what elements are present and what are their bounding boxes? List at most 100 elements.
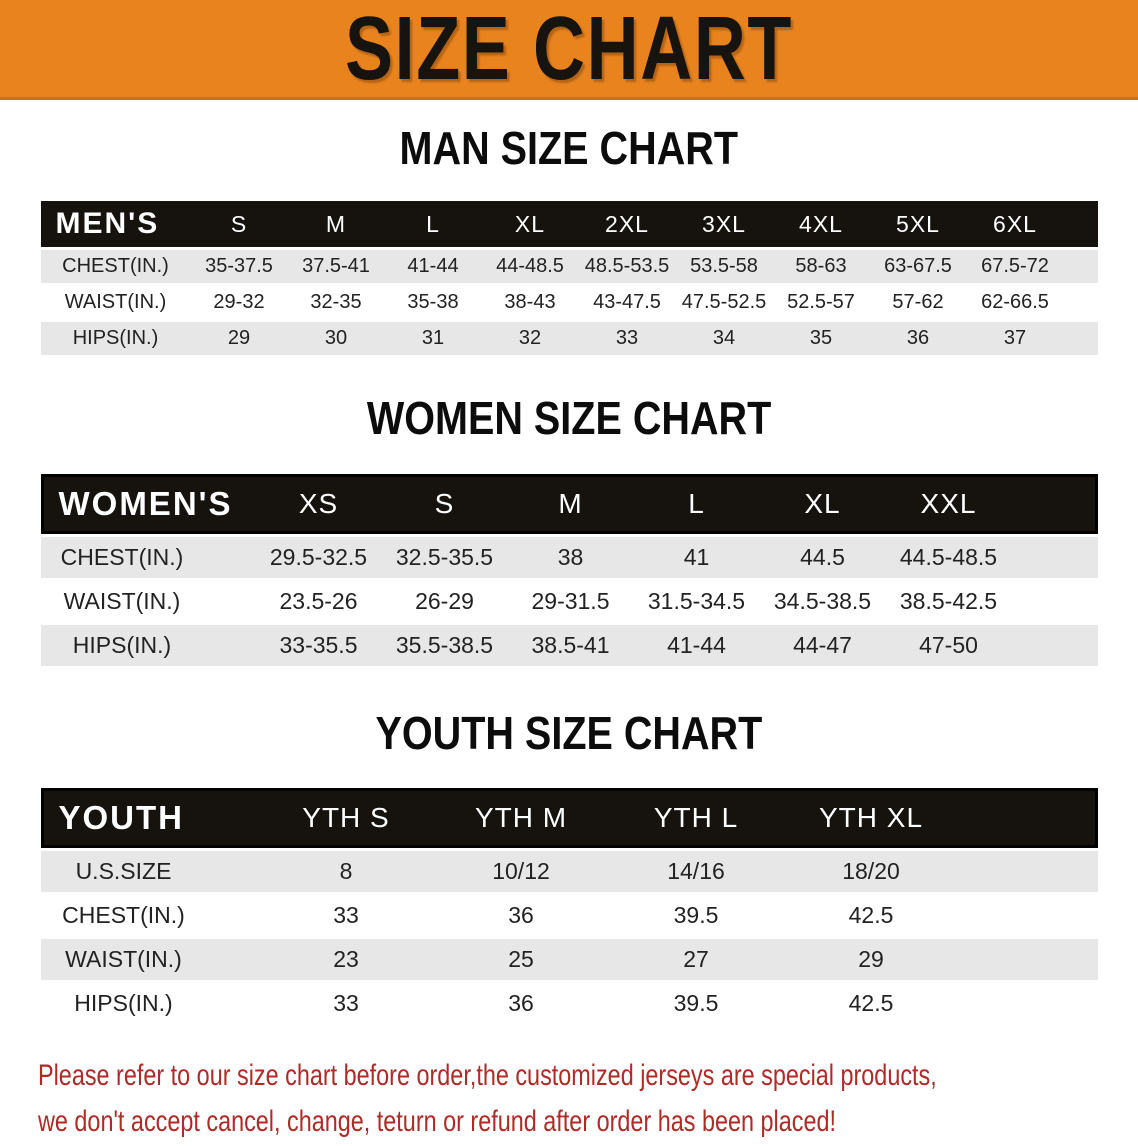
women-value-2-0: 33-35.5 [255,624,382,666]
men-value-2-1: 30 [287,322,385,356]
men-size-8: 6XL [966,201,1064,248]
youth-row-1: CHEST(IN.) 33 36 39.5 42.5 [41,895,1098,936]
men-value-2-4: 33 [578,322,676,356]
men-size-4: 2XL [578,201,676,248]
men-value-0-7: 63-67.5 [869,250,967,284]
men-row-0: CHEST(IN.) 35-37.5 37.5-41 41-44 44-48.5 48.5… [40,250,1098,284]
youth-row-label-1: CHEST(IN.) [62,901,185,928]
youth-value-0-0: 8 [258,850,434,892]
women-value-1-2: 29-31.5 [531,587,610,614]
women-value-1-5: 38.5-42.5 [899,587,998,614]
size-chart-title: SIZE CHART [345,0,793,99]
men-row-label-2: HIPS(IN.) [40,322,191,356]
women-value-0-2: 38 [507,536,634,578]
men-row-filler-1 [1064,286,1098,319]
youth-value-1-2: 39.5 [673,901,719,928]
men-value-2-8: 37 [966,322,1064,356]
youth-row-label-0: U.S.SIZE [40,850,259,892]
women-row-2: HIPS(IN.) 33-35.5 35.5-38.5 38.5-41 41-44 44-… [40,624,1098,666]
women-value-0-1: 32.5-35.5 [381,536,508,578]
youth-size-chart-section: YOUTH SIZE CHART YOUTH YTH S YTH M YTH L YTH… [0,706,1138,1027]
men-header-label: MEN'S [40,201,191,248]
women-value-2-3: 41-44 [633,624,760,666]
youth-row-filler-3 [959,983,1098,1024]
men-value-1-4: 43-47.5 [593,291,661,314]
youth-value-2-0: 23 [258,938,434,980]
youth-header-filler [958,787,1098,848]
youth-size-2: YTH L [608,787,784,848]
women-value-2-5: 47-50 [885,624,1012,666]
men-size-7: 5XL [869,201,967,248]
men-value-2-6: 35 [772,322,870,356]
men-value-2-0: 29 [190,322,288,356]
men-value-1-6: 52.5-57 [787,291,855,314]
women-size-4: XL [759,473,886,534]
youth-header-row: YOUTH YTH S YTH M YTH L YTH XL [40,787,1098,848]
men-value-0-4: 48.5-53.5 [578,250,676,284]
youth-row-label-2: WAIST(IN.) [40,938,259,980]
men-row-label-1: WAIST(IN.) [64,291,167,314]
youth-value-3-2: 39.5 [673,989,719,1016]
youth-size-3: YTH XL [783,787,959,848]
women-row-label-2: HIPS(IN.) [40,624,256,666]
men-value-0-0: 35-37.5 [190,250,288,284]
youth-value-3-1: 36 [508,989,534,1016]
youth-size-1: YTH M [433,787,609,848]
disclaimer-line-1: Please refer to our size chart before or… [38,1058,937,1092]
men-value-0-5: 53.5-58 [675,250,773,284]
youth-value-2-3: 29 [783,938,959,980]
men-size-table: MEN'S S M L XL 2XL 3XL 4XL 5XL 6XL CHEST(IN.) 35-37… [40,198,1098,358]
men-value-2-5: 34 [675,322,773,356]
size-chart-banner: SIZE CHART [0,0,1138,100]
men-value-2-7: 36 [869,322,967,356]
men-value-0-1: 37.5-41 [287,250,385,284]
youth-value-3-0: 33 [333,989,359,1016]
women-value-0-5: 44.5-48.5 [885,536,1012,578]
women-row-1: WAIST(IN.) 23.5-26 26-29 29-31.5 31.5-34.5 34… [41,581,1098,622]
men-value-1-0: 29-32 [213,291,265,314]
women-value-2-2: 38.5-41 [507,624,634,666]
women-value-0-4: 44.5 [759,536,886,578]
men-value-0-2: 41-44 [384,250,482,284]
women-size-chart-section: WOMEN SIZE CHART WOMEN'S XS S M L XL XXL CHEST(… [0,394,1138,668]
women-size-1: S [381,473,508,534]
women-row-label-1: WAIST(IN.) [63,587,181,614]
men-value-1-2: 35-38 [407,291,459,314]
men-header-filler [1063,201,1098,248]
women-row-filler-0 [1011,536,1098,578]
youth-value-0-3: 18/20 [783,850,959,892]
men-row-2: HIPS(IN.) 29 30 31 32 33 34 35 36 37 [40,322,1098,356]
women-row-0: CHEST(IN.) 29.5-32.5 32.5-35.5 38 41 44.5 44.5… [40,536,1098,578]
men-value-1-1: 32-35 [310,291,362,314]
women-value-2-4: 44-47 [759,624,886,666]
youth-value-0-1: 10/12 [433,850,609,892]
men-size-2: L [384,201,482,248]
youth-value-2-2: 27 [608,938,784,980]
women-header-filler [1011,473,1098,534]
footer-disclaimer: Please refer to our size chart before or… [38,1053,1138,1146]
men-row-1: WAIST(IN.) 29-32 32-35 35-38 38-43 43-47.5 47.… [41,286,1098,319]
youth-row-0: U.S.SIZE 8 10/12 14/16 18/20 [40,850,1098,892]
men-value-1-7: 57-62 [892,291,944,314]
men-size-5: 3XL [675,201,773,248]
men-value-2-2: 31 [384,322,482,356]
youth-row-filler-0 [958,850,1098,892]
women-value-1-3: 31.5-34.5 [647,587,746,614]
men-section-title: MAN SIZE CHART [399,122,739,174]
men-row-label-0: CHEST(IN.) [40,250,191,284]
women-row-filler-2 [1011,624,1098,666]
youth-row-label-3: HIPS(IN.) [74,989,173,1016]
youth-row-filler-1 [959,895,1098,936]
youth-section-title: YOUTH SIZE CHART [375,706,763,759]
youth-value-1-0: 33 [333,901,359,928]
youth-size-0: YTH S [258,787,434,848]
youth-value-2-1: 25 [433,938,609,980]
women-value-2-1: 35.5-38.5 [381,624,508,666]
youth-value-1-3: 42.5 [848,901,894,928]
men-value-0-6: 58-63 [772,250,870,284]
men-size-3: XL [481,201,579,248]
women-row-label-0: CHEST(IN.) [40,536,256,578]
women-row-filler-1 [1012,581,1098,622]
youth-value-3-3: 42.5 [848,989,894,1016]
women-size-table: WOMEN'S XS S M L XL XXL CHEST(IN.) 29.5-32.5 32.5… [40,471,1098,669]
